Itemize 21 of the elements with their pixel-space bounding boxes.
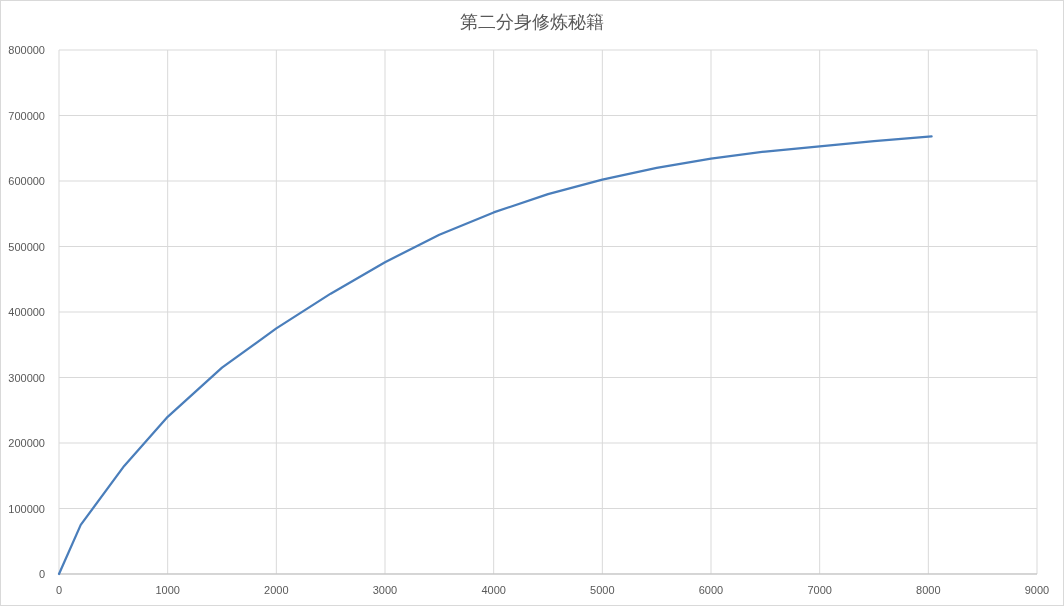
y-tick-label: 200000 (8, 437, 45, 449)
x-tick-label: 1000 (155, 584, 180, 596)
x-tick-label: 0 (55, 584, 63, 596)
x-tick-label: 2000 (264, 584, 289, 596)
y-tick-label: 600000 (8, 175, 45, 187)
chart-title: 第二分身修炼秘籍 (460, 12, 604, 32)
line-series (57, 135, 933, 576)
y-tick-label: 300000 (8, 371, 45, 384)
y-tick-label: 400000 (8, 306, 45, 318)
x-tick-label: 7000 (807, 584, 832, 596)
x-tick-label: 4000 (481, 584, 506, 596)
x-tick-label: 5000 (590, 584, 615, 596)
y-tick-label: 100000 (8, 502, 45, 515)
y-tick-label: 0 (38, 568, 45, 580)
x-tick-label: 8000 (916, 584, 941, 596)
x-tick-label: 9000 (1024, 584, 1050, 596)
x-tick-label: 6000 (698, 584, 724, 596)
y-tick-label: 700000 (8, 109, 45, 122)
y-tick-label: 800000 (8, 44, 45, 56)
x-tick-label: 3000 (372, 584, 398, 596)
y-tick-label: 500000 (8, 240, 45, 253)
